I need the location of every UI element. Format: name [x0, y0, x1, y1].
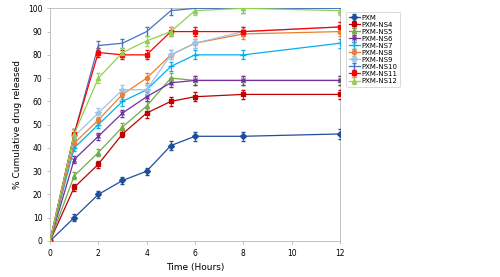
- Legend: PXM, PXM-NS4, PXM-NS5, PXM-NS6, PXM-NS7, PXM-NS8, PXM-NS9, PXM-NS10, PXM-NS11, P: PXM, PXM-NS4, PXM-NS5, PXM-NS6, PXM-NS7,…: [346, 12, 401, 87]
- Y-axis label: % Cumulative drug released: % Cumulative drug released: [14, 60, 22, 189]
- X-axis label: Time (Hours): Time (Hours): [166, 263, 224, 272]
